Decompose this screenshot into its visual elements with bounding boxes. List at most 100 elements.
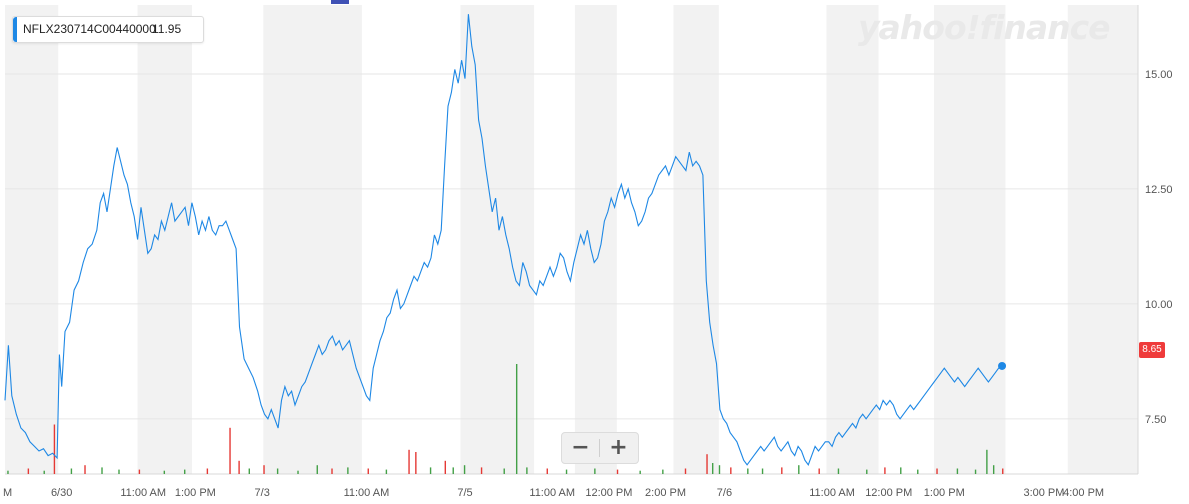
- session-band: [137, 5, 192, 474]
- x-tick-label: M: [3, 487, 12, 499]
- volume-bar: [229, 427, 231, 474]
- volume-bar: [297, 470, 299, 474]
- session-band: [574, 5, 617, 474]
- volume-bar: [718, 465, 721, 474]
- session-band: [673, 5, 719, 474]
- volume-bar: [206, 468, 209, 474]
- zoom-control: − +: [561, 432, 639, 464]
- zoom-out-button[interactable]: −: [562, 433, 599, 463]
- x-tick-label: 4:00 PM: [1063, 487, 1104, 499]
- volume-bar: [480, 467, 483, 474]
- x-tick-label: 2:00 PM: [645, 487, 686, 499]
- volume-bar: [594, 468, 596, 474]
- x-tick-label: 11:00 AM: [344, 487, 390, 499]
- zoom-divider: [599, 439, 600, 457]
- volume-bars: [7, 364, 1004, 474]
- x-tick-label: 3:00 PM: [1023, 487, 1064, 499]
- volume-bar: [118, 469, 120, 474]
- x-tick-label: 11:00 AM: [529, 487, 575, 499]
- volume-bar: [956, 468, 959, 474]
- volume-bar: [53, 424, 56, 474]
- session-band: [1067, 5, 1138, 474]
- volume-bar: [730, 467, 732, 474]
- volume-bar: [452, 467, 454, 474]
- volume-bar: [367, 468, 369, 474]
- volume-bar: [27, 468, 30, 474]
- volume-bar: [184, 469, 186, 474]
- session-band: [826, 5, 879, 474]
- yahoo-finance-logo: yahoo!finance: [858, 8, 1111, 47]
- volume-bar: [884, 467, 886, 474]
- volume-bar: [711, 463, 714, 474]
- x-tick-label: 1:00 PM: [924, 487, 965, 499]
- x-tick-label: 7/6: [717, 487, 732, 499]
- last-price-dot: [998, 361, 1007, 370]
- range-marker: [331, 0, 349, 4]
- volume-bar: [761, 468, 764, 474]
- ticker-price: 11.95: [152, 22, 182, 36]
- x-tick-label: 12:00 PM: [585, 487, 632, 499]
- session-band: [934, 5, 1006, 474]
- session-band: [263, 5, 362, 474]
- x-tick-label: 11:00 AM: [120, 487, 166, 499]
- volume-bar: [385, 469, 388, 474]
- y-tick-label: 10.00: [1145, 299, 1173, 311]
- volume-bar: [818, 468, 820, 474]
- volume-bar: [936, 468, 938, 474]
- volume-bar: [84, 465, 86, 474]
- volume-bar: [138, 469, 141, 474]
- minus-icon: −: [571, 435, 590, 460]
- volume-bar: [992, 465, 995, 474]
- volume-bar: [917, 469, 919, 474]
- volume-bar: [70, 468, 73, 474]
- volume-bar: [43, 470, 45, 474]
- volume-bar: [900, 467, 902, 474]
- volume-bar: [565, 469, 568, 474]
- x-tick-label: 7/5: [457, 487, 472, 499]
- x-tick-label: 6/30: [51, 487, 72, 499]
- volume-bar: [639, 470, 641, 474]
- session-band: [5, 5, 59, 474]
- volume-bar: [974, 469, 977, 474]
- volume-bar: [684, 468, 687, 474]
- y-tick-label: 15.00: [1145, 69, 1173, 81]
- volume-bar: [163, 470, 166, 474]
- volume-bar: [515, 364, 518, 474]
- volume-bar: [503, 468, 505, 474]
- volume-bar: [248, 468, 250, 474]
- plus-icon: +: [609, 435, 628, 460]
- ticker-color-bar: [13, 17, 17, 42]
- y-axis: 7.50 10.00 12.50 15.00: [1145, 69, 1173, 426]
- ticker-symbol: NFLX230714C00440000: [23, 22, 156, 36]
- volume-bar: [546, 468, 548, 474]
- volume-bar: [238, 460, 240, 474]
- x-tick-label: 12:00 PM: [865, 487, 912, 499]
- volume-bar: [7, 470, 9, 474]
- volume-bar: [463, 465, 466, 474]
- volume-bar: [263, 465, 265, 474]
- volume-bar: [706, 454, 708, 474]
- ticker-badge[interactable]: NFLX230714C00440000 11.95: [12, 16, 204, 43]
- volume-bar: [798, 465, 800, 474]
- volume-bar: [616, 469, 619, 474]
- session-band: [460, 5, 535, 474]
- last-price-label: 8.65: [1139, 342, 1165, 358]
- y-tick-label: 7.50: [1145, 414, 1166, 426]
- volume-bar: [662, 469, 664, 474]
- volume-bar: [986, 449, 988, 474]
- volume-bar: [415, 452, 417, 474]
- gridlines: [5, 5, 1139, 475]
- volume-bar: [429, 467, 432, 474]
- volume-bar: [316, 465, 318, 474]
- volume-bar: [331, 468, 333, 474]
- volume-bar: [276, 468, 279, 474]
- volume-bar: [747, 468, 749, 474]
- session-bands: [5, 5, 1138, 474]
- volume-bar: [101, 467, 103, 474]
- volume-bar: [408, 449, 410, 474]
- volume-bar: [444, 460, 447, 474]
- volume-bar: [781, 467, 783, 474]
- zoom-in-button[interactable]: +: [600, 433, 637, 463]
- volume-bar: [347, 467, 349, 474]
